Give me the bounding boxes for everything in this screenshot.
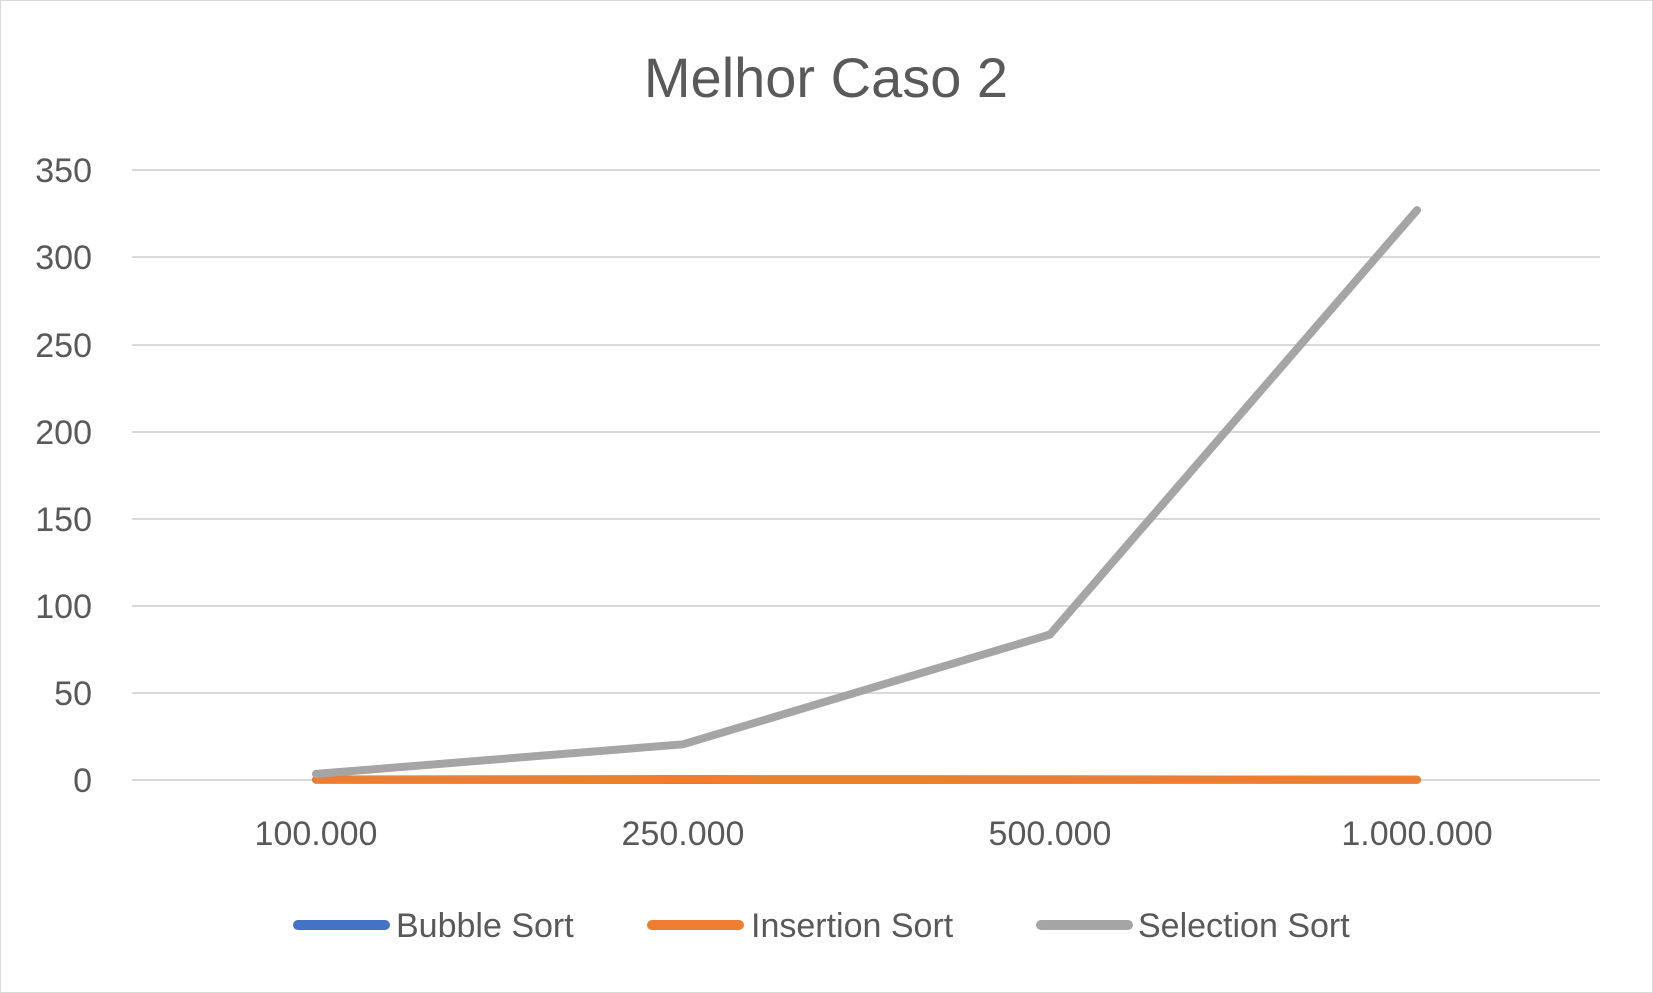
y-tick-350: 350 [35, 152, 92, 190]
chart-title: Melhor Caso 2 [644, 46, 1008, 109]
legend-label-insertion-sort: Insertion Sort [751, 907, 954, 945]
legend: Bubble Sort Insertion Sort Selection Sor… [293, 907, 1350, 945]
y-tick-250: 250 [35, 327, 92, 365]
y-tick-0: 0 [73, 762, 92, 800]
y-tick-50: 50 [54, 675, 92, 713]
x-tick-500000: 500.000 [989, 815, 1112, 853]
legend-label-selection-sort: Selection Sort [1138, 907, 1350, 945]
series-lines [312, 206, 1421, 784]
y-axis-ticks: 0 50 100 150 200 250 300 350 [35, 152, 92, 800]
y-tick-300: 300 [35, 239, 92, 277]
series-line-selection-sort [312, 206, 1421, 778]
x-tick-250000: 250.000 [622, 815, 745, 853]
y-tick-100: 100 [35, 588, 92, 626]
x-tick-100000: 100.000 [255, 815, 378, 853]
legend-label-bubble-sort: Bubble Sort [396, 907, 574, 945]
y-tick-150: 150 [35, 501, 92, 539]
x-axis-ticks: 100.000 250.000 500.000 1.000.000 [255, 815, 1493, 853]
y-tick-200: 200 [35, 414, 92, 452]
x-tick-1000000: 1.000.000 [1341, 815, 1492, 853]
series-line-insertion-sort [312, 775, 1421, 784]
